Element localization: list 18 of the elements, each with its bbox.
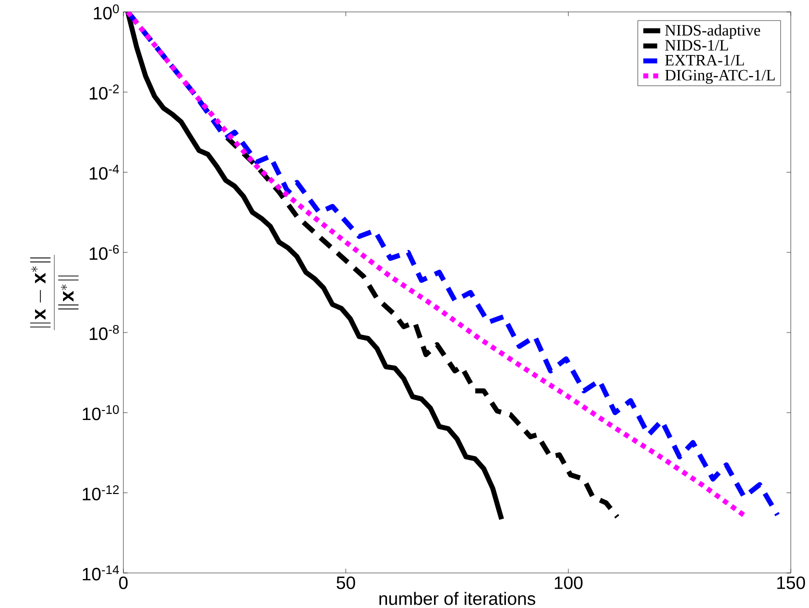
legend-label: DIGing-ATC-1/L: [665, 70, 775, 84]
x-axis-title: number of iterations: [379, 592, 536, 605]
x-tick-label: 100: [554, 576, 583, 589]
x-tick-label: 150: [777, 576, 806, 589]
x-tick-label: 0: [119, 576, 128, 589]
y-tick-label: 10$^{-10}$: [82, 404, 119, 420]
legend-label: NIDS-adaptive: [665, 24, 760, 39]
y-tick-label: 10$^{-8}$: [90, 324, 119, 340]
y-axis-title: $\frac{\|\mathbf{x}-\mathbf{x}^*\|}{\|\mathbf{x}^*\|}$: [30, 254, 79, 330]
legend-label: NIDS-1/L: [665, 40, 728, 50]
legend-label: EXTRA-1/L: [665, 54, 744, 66]
y-tick-label: 10$^{-6}$: [90, 244, 119, 260]
x-tick-label: 50: [336, 576, 356, 589]
y-tick-label: 10$^{0}$: [94, 4, 119, 20]
y-tick-label: 10$^{-2}$: [90, 84, 119, 100]
y-tick-label: 10$^{-14}$: [82, 565, 119, 580]
y-tick-label: 10$^{-4}$: [90, 164, 119, 180]
y-tick-label: 10$^{-12}$: [82, 485, 119, 500]
